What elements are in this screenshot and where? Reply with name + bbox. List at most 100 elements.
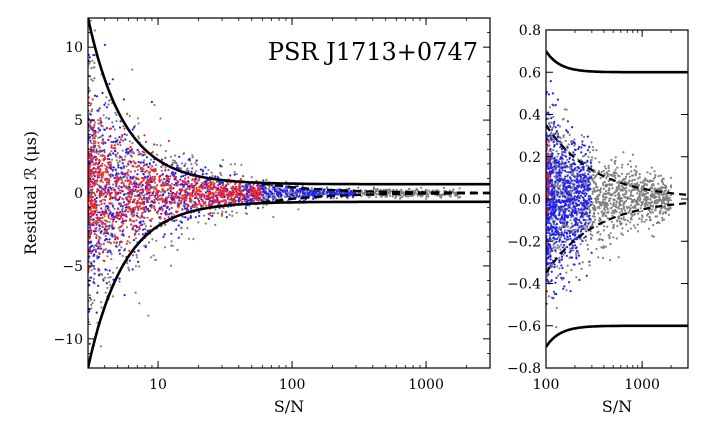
main-data-point xyxy=(353,191,357,195)
main-data-point xyxy=(180,233,183,236)
main-data-point xyxy=(197,221,200,224)
inset-data-point xyxy=(588,151,592,154)
inset-data-point xyxy=(649,204,652,208)
main-data-point xyxy=(411,194,414,197)
inset-data-point xyxy=(604,198,607,201)
main-data-point xyxy=(103,150,106,154)
main-data-point xyxy=(136,173,139,176)
main-data-point xyxy=(129,198,132,201)
main-data-point xyxy=(188,157,191,160)
main-data-point xyxy=(279,191,282,194)
inset-data-point xyxy=(647,212,650,215)
main-data-point xyxy=(199,168,202,171)
main-data-point xyxy=(98,158,101,161)
main-data-point xyxy=(258,188,261,191)
inset-data-point xyxy=(603,180,607,184)
inset-data-point xyxy=(566,264,569,267)
main-data-point xyxy=(128,195,131,198)
main-data-point xyxy=(273,192,276,195)
inset-data-point xyxy=(650,185,653,188)
main-data-point xyxy=(119,138,123,141)
main-data-point xyxy=(442,186,446,189)
main-data-point xyxy=(101,174,104,177)
main-data-point xyxy=(456,194,459,197)
inset-data-point xyxy=(610,183,614,187)
main-data-point xyxy=(265,188,268,191)
main-data-point xyxy=(177,224,180,227)
main-data-point xyxy=(90,210,93,213)
main-data-point xyxy=(96,109,99,112)
main-data-point xyxy=(194,192,197,195)
main-data-point xyxy=(400,188,403,191)
main-data-point xyxy=(169,186,172,189)
inset-data-point xyxy=(627,206,631,209)
main-data-point xyxy=(100,200,103,203)
main-data-point xyxy=(247,196,250,199)
inset-data-point xyxy=(622,203,625,206)
inset-data-point xyxy=(640,201,643,204)
main-data-point xyxy=(142,154,145,157)
main-data-point xyxy=(142,168,145,171)
main-data-point xyxy=(175,228,178,231)
main-data-point xyxy=(127,188,131,191)
main-data-point xyxy=(124,219,127,222)
main-data-point xyxy=(329,197,333,200)
inset-data-point xyxy=(640,220,643,223)
main-data-point xyxy=(98,242,101,245)
main-data-point xyxy=(233,170,236,174)
inset-data-point xyxy=(621,163,624,166)
main-data-point xyxy=(190,207,193,210)
inset-data-point xyxy=(596,194,599,197)
inset-data-point xyxy=(620,232,623,235)
main-data-point xyxy=(174,154,177,157)
main-data-point xyxy=(176,196,179,199)
main-data-point xyxy=(307,192,310,195)
main-data-point xyxy=(127,168,130,172)
main-data-point xyxy=(177,167,180,170)
main-data-point xyxy=(147,166,150,169)
main-data-point xyxy=(171,163,174,166)
main-data-point xyxy=(153,175,156,178)
main-data-point xyxy=(91,190,94,193)
main-data-point xyxy=(256,207,260,210)
main-data-point xyxy=(158,207,161,210)
main-data-point xyxy=(125,206,128,209)
main-data-point xyxy=(125,213,128,216)
main-data-point xyxy=(163,177,166,180)
inset-data-point xyxy=(595,149,598,152)
main-data-point xyxy=(336,193,339,196)
main-data-point xyxy=(96,95,99,98)
main-data-point xyxy=(255,198,258,201)
main-data-point xyxy=(108,183,111,186)
main-data-point xyxy=(96,163,99,166)
inset-data-point xyxy=(653,187,657,190)
main-data-point xyxy=(126,240,129,243)
main-data-point xyxy=(120,172,123,175)
main-data-point xyxy=(142,172,145,175)
inset-data-point xyxy=(649,198,652,201)
inset-data-point xyxy=(637,196,640,199)
main-data-point xyxy=(117,187,120,190)
inset-data-point xyxy=(628,180,631,183)
inset-data-point xyxy=(597,238,600,241)
main-data-point xyxy=(93,211,96,214)
inset-data-point xyxy=(624,175,628,178)
main-data-point xyxy=(90,205,93,208)
main-data-point xyxy=(205,204,208,207)
main-data-point xyxy=(167,139,170,142)
main-data-point xyxy=(88,246,92,249)
main-data-point xyxy=(183,177,187,180)
main-data-point xyxy=(425,197,428,200)
main-data-point xyxy=(129,241,132,244)
main-data-point xyxy=(92,281,95,284)
main-data-point xyxy=(99,195,102,198)
main-data-point xyxy=(139,161,142,164)
main-data-point xyxy=(90,231,93,235)
inset-data-point xyxy=(548,234,551,237)
main-data-point xyxy=(349,192,352,195)
inset-data-point xyxy=(611,204,615,207)
main-data-point xyxy=(127,193,130,196)
main-data-point xyxy=(241,197,244,200)
main-data-point xyxy=(115,182,118,185)
inset-data-point xyxy=(612,201,615,204)
